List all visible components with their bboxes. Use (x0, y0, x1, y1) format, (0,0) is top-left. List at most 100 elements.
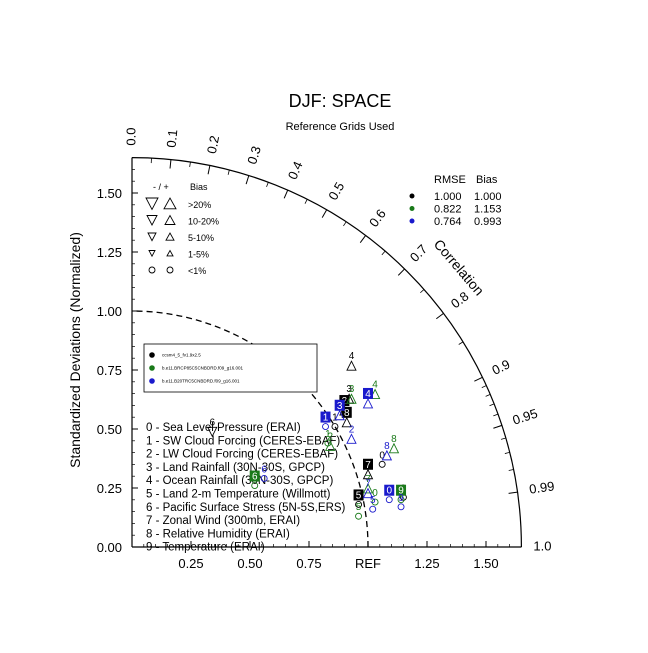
correlation-axis-label: Correlation (431, 236, 488, 298)
data-point-marker (386, 497, 392, 503)
bias-legend-up-triangle (165, 216, 175, 225)
bias-legend-label: <1% (188, 266, 206, 276)
correlation-tick-label: 0.99 (528, 478, 555, 496)
variable-legend-item: 7 - Zonal Wind (300mb, ERAI) (146, 515, 300, 527)
data-point-label: 7 (365, 460, 371, 471)
correlation-minor-tick (343, 222, 346, 226)
variable-legend-item: 0 - Sea Level Pressure (ERAI) (146, 422, 301, 434)
variable-legend-item: 4 - Ocean Rainfall (30N-30S, GPCP) (146, 475, 333, 487)
bias-legend-down-triangle (148, 233, 156, 241)
correlation-tick-mark (509, 492, 518, 493)
y-tick-label: 1.00 (97, 304, 122, 319)
bias-legend-up-triangle (167, 251, 173, 256)
correlation-tick-mark (474, 377, 482, 381)
y-tick-label: 1.50 (97, 186, 122, 201)
correlation-tick-label: 0.5 (325, 179, 347, 202)
data-point-label: 5 (370, 495, 376, 506)
correlation-minor-tick (382, 251, 385, 255)
bias-legend-label: 5-10% (188, 233, 214, 243)
case-legend-dot (149, 352, 155, 358)
data-point-marker (347, 434, 356, 443)
correlation-tick-label: 0.95 (511, 406, 540, 428)
correlation-tick-label: 0.1 (164, 129, 181, 148)
data-point: 4 (347, 351, 356, 370)
correlation-tick-label: 0.2 (204, 134, 222, 155)
rmse-row-dot (410, 219, 415, 224)
data-point-marker (356, 513, 362, 519)
ref-label: REF (355, 556, 381, 571)
data-point: 9 (398, 493, 404, 510)
correlation-minor-tick (267, 182, 269, 187)
data-point-label: 5 (356, 490, 362, 501)
variable-legend-item: 9 - Temperature (ERAI) (146, 542, 265, 554)
data-point: 3 (335, 400, 345, 420)
bias-value: 1.153 (474, 204, 502, 216)
rmse-row-dot (410, 194, 415, 199)
case-legend-name: b.e11.BRCP85C5CNBDRD.f09_g16.001 (162, 366, 243, 371)
x-tick-label: 0.25 (178, 556, 203, 571)
bias-legend-circle (149, 267, 155, 273)
case-legend-dot (149, 365, 155, 371)
data-point-marker (398, 504, 404, 510)
data-point-label: 1 (332, 413, 338, 424)
correlation-minor-tick (501, 438, 506, 439)
correlation-minor-tick (190, 162, 191, 167)
rmse-value: 1.000 (434, 191, 462, 203)
bias-legend-circle (167, 267, 173, 273)
data-point-marker (364, 399, 373, 408)
data-point-label: 7 (365, 479, 371, 490)
y-axis-label: Standardized Deviations (Normalized) (67, 232, 83, 468)
data-point-label: 4 (372, 380, 378, 391)
data-point-label: 4 (365, 389, 371, 400)
correlation-tick-mark (284, 190, 288, 198)
data-point: 4 (363, 388, 373, 408)
data-point-label: 6 (209, 417, 215, 428)
bias-value: 0.993 (474, 216, 502, 228)
correlation-tick-mark (436, 313, 443, 318)
data-point-label: 3 (337, 401, 343, 412)
bias-legend-down-triangle (147, 216, 157, 226)
data-point: 7 (364, 479, 373, 498)
correlation-minor-tick (459, 342, 463, 345)
rmse-value: 0.822 (434, 204, 462, 216)
correlation-minor-tick (482, 386, 487, 388)
correlation-tick-mark (398, 269, 404, 275)
data-point-label: 8 (384, 441, 390, 452)
y-tick-label: 0.25 (97, 481, 122, 496)
correlation-minor-tick (505, 452, 510, 453)
chart-title: DJF: SPACE (289, 91, 392, 111)
data-point-marker (370, 506, 376, 512)
variable-legend-item: 2 - LW Cloud Forcing (CERES-EBAF) (146, 449, 338, 461)
x-tick-label: 0.50 (237, 556, 262, 571)
correlation-tick-label: 0.7 (407, 241, 430, 264)
variable-legend-item: 6 - Pacific Surface Stress (5N-5S,ERS) (146, 502, 346, 514)
data-point: 8 (382, 441, 391, 460)
correlation-tick-mark (246, 176, 249, 185)
bias-legend-up-triangle (166, 233, 174, 240)
variable-legend-item: 1 - SW Cloud Forcing (CERES-EBAF) (146, 435, 340, 447)
data-point-label: 9 (398, 493, 404, 504)
data-point-label: 8 (391, 434, 397, 445)
case-legend-dot (149, 378, 155, 384)
data-point: 5 (356, 502, 362, 519)
variable-legend-item: 8 - Relative Humidity (ERAI) (146, 528, 290, 540)
x-tick-label: 0.75 (296, 556, 321, 571)
data-point-label: 5 (356, 502, 362, 513)
bias-legend-down-triangle (146, 198, 158, 209)
data-point: 0 (379, 450, 385, 467)
bias-legend-up-triangle (164, 198, 176, 209)
x-tick-label: 1.25 (414, 556, 439, 571)
data-point-label: 0 (386, 486, 392, 497)
correlation-tick-label: 0.8 (448, 288, 471, 311)
correlation-minor-tick (486, 394, 491, 396)
bias-legend-down-triangle (149, 251, 155, 257)
data-point-marker (379, 461, 385, 467)
correlation-minor-tick (509, 470, 514, 471)
bias-header: Bias (476, 174, 498, 186)
data-point-label: 3 (349, 384, 355, 395)
correlation-tick-label: 0.3 (244, 144, 264, 166)
correlation-minor-tick (497, 425, 502, 427)
